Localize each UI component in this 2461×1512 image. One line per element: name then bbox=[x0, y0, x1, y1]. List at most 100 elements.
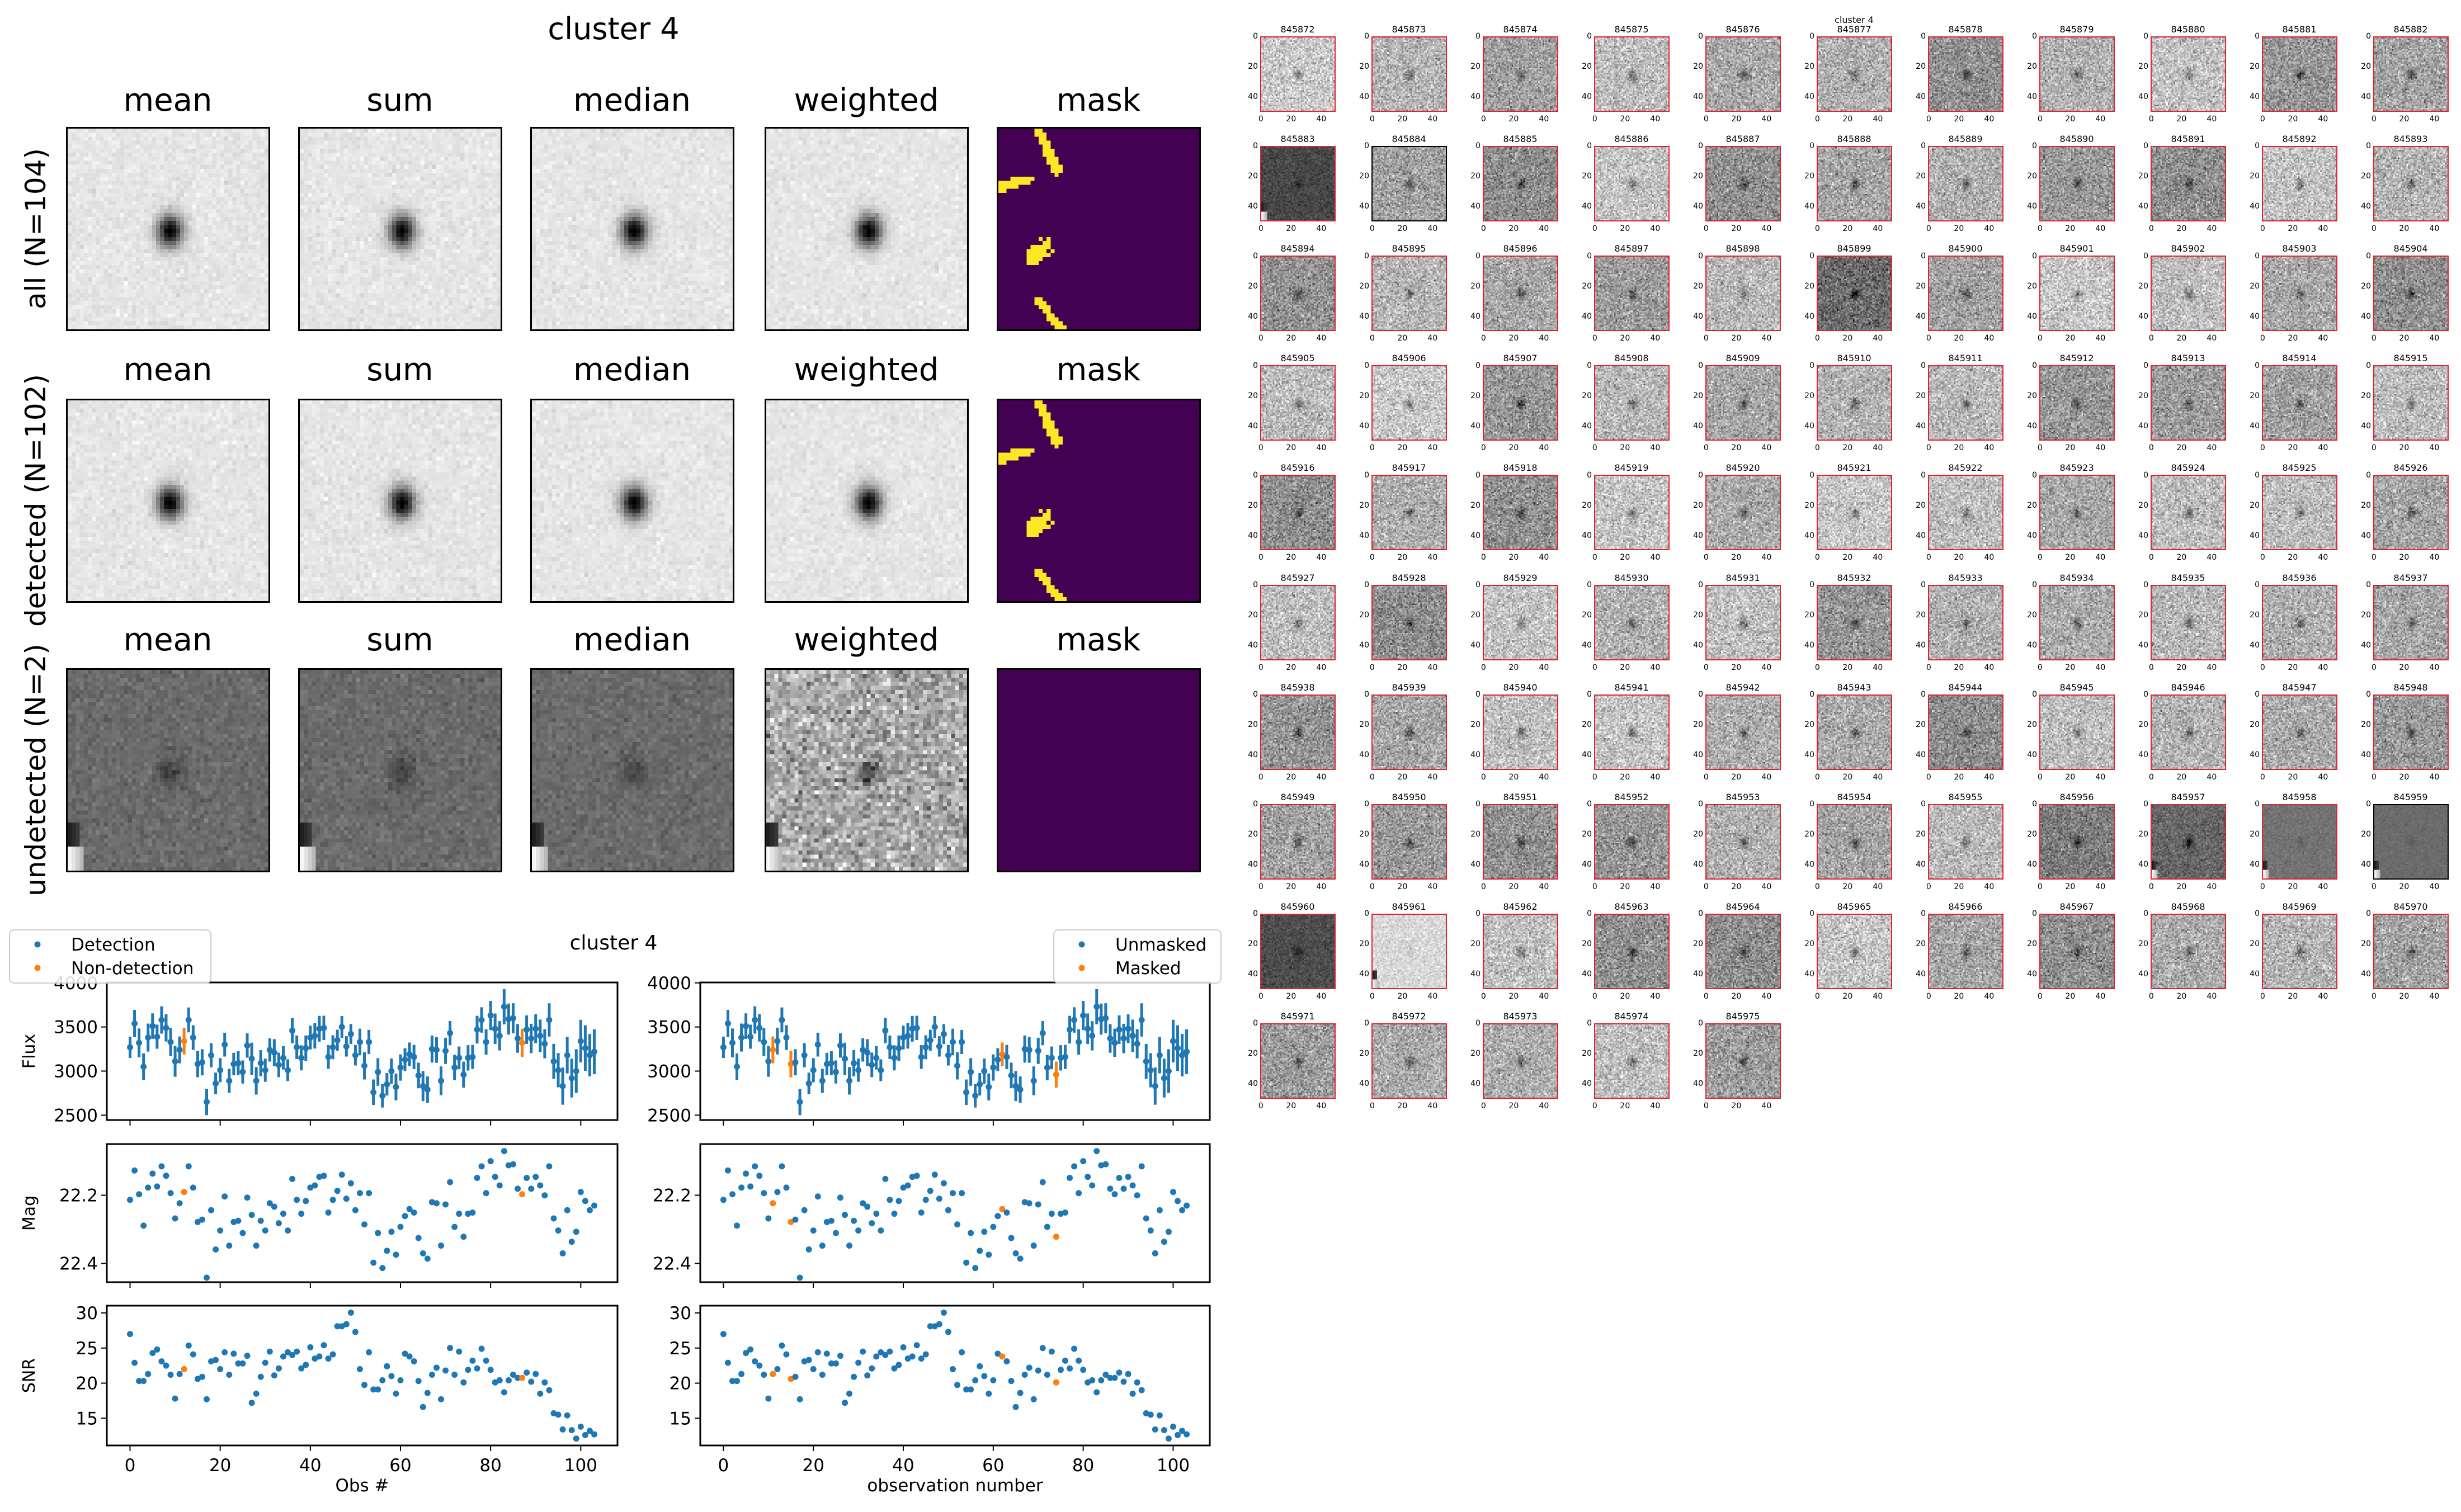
thumbnail-ytick-label: 20 bbox=[1359, 830, 1369, 839]
thumbnail-image bbox=[1705, 256, 1781, 332]
snr-point bbox=[823, 1350, 830, 1357]
thumbnail-id: 845926 bbox=[2393, 462, 2428, 474]
thumbnail-xtick-label: 0 bbox=[1369, 1101, 1375, 1111]
thumbnail-id: 845947 bbox=[2282, 682, 2317, 693]
snr-point bbox=[406, 1353, 413, 1360]
thumbnail-ytick-label: 20 bbox=[2250, 172, 2260, 181]
snr-point bbox=[253, 1390, 260, 1397]
snr-point bbox=[734, 1378, 741, 1385]
snr-point bbox=[765, 1395, 772, 1402]
thumbnail-ytick-label: 20 bbox=[1582, 939, 1592, 949]
thumbnail-ytick-label: 40 bbox=[1470, 750, 1481, 759]
thumbnail-ytick-label: 40 bbox=[2250, 311, 2260, 321]
flux-point bbox=[127, 1044, 133, 1051]
thumbnail-xtick-label: 20 bbox=[2288, 663, 2298, 672]
flux-point bbox=[1116, 1026, 1123, 1033]
snr-point bbox=[1008, 1378, 1015, 1385]
thumbnail-xtick-label: 0 bbox=[2260, 115, 2265, 124]
thumbnail-ytick-label: 40 bbox=[2250, 640, 2260, 650]
thumbnail-xtick-label: 40 bbox=[2318, 991, 2328, 1001]
snr-point bbox=[1098, 1377, 1105, 1384]
snr-point bbox=[334, 1323, 341, 1330]
flux-point-highlight bbox=[999, 1051, 1006, 1058]
thumbnail-xtick-label: 0 bbox=[1369, 115, 1375, 124]
thumbnail-xtick-label: 0 bbox=[1369, 224, 1375, 234]
thumbnail-ytick-label: 0 bbox=[1364, 141, 1369, 151]
thumbnail-xtick-label: 20 bbox=[1954, 334, 1964, 343]
snr-point bbox=[167, 1371, 174, 1378]
stamp-column-title: mask bbox=[1056, 622, 1141, 658]
thumbnail-xtick-label: 40 bbox=[1873, 991, 1883, 1001]
stacked-image bbox=[765, 399, 969, 603]
snr-point bbox=[805, 1357, 812, 1363]
thumbnail-image bbox=[2039, 256, 2115, 332]
thumbnail-id: 845945 bbox=[2059, 682, 2094, 693]
thumbnail-id: 845924 bbox=[2171, 462, 2205, 474]
mag-point bbox=[127, 1197, 133, 1203]
thumbnail-xtick-label: 0 bbox=[2260, 443, 2265, 453]
thumbnail-xtick-label: 40 bbox=[1761, 772, 1772, 782]
mag-axes-frame bbox=[106, 1143, 619, 1283]
thumbnail-xtick-label: 40 bbox=[1316, 334, 1327, 343]
thumbnail-ytick-label: 20 bbox=[1804, 500, 1814, 510]
thumbnail-xtick-label: 0 bbox=[1592, 991, 1597, 1001]
thumbnail-ytick-label: 0 bbox=[2255, 689, 2260, 699]
flux-point bbox=[729, 1040, 736, 1046]
thumbnail-xtick-label: 40 bbox=[1539, 882, 1549, 891]
flux-point bbox=[343, 1043, 350, 1050]
thumbnail-image bbox=[2151, 475, 2226, 551]
flux-point bbox=[887, 1044, 893, 1051]
snr-point bbox=[428, 1371, 435, 1378]
mag-point bbox=[573, 1228, 579, 1235]
mag-point bbox=[1147, 1227, 1154, 1234]
thumbnail-id: 845891 bbox=[2171, 134, 2205, 145]
mag-point bbox=[1138, 1163, 1145, 1170]
thumbnail-ytick-label: 20 bbox=[1248, 62, 1258, 72]
stacked-image bbox=[530, 399, 734, 603]
thumbnail-xtick-label: 40 bbox=[1539, 115, 1549, 124]
mag-point bbox=[832, 1230, 839, 1236]
snr-point bbox=[738, 1371, 745, 1377]
thumbnail-xtick-label: 40 bbox=[1984, 772, 1995, 782]
mag-point bbox=[257, 1217, 264, 1224]
mag-point bbox=[724, 1167, 731, 1174]
flux-point bbox=[582, 1045, 588, 1051]
snr-point bbox=[303, 1362, 309, 1368]
thumbnail-xtick-label: 40 bbox=[2429, 443, 2440, 453]
mag-point bbox=[860, 1200, 866, 1207]
thumbnail-ytick-label: 20 bbox=[2250, 830, 2260, 839]
thumbnail-ytick-label: 0 bbox=[2143, 141, 2148, 151]
thumbnail-xtick-label: 0 bbox=[2037, 224, 2043, 234]
snr-point bbox=[994, 1350, 1001, 1357]
thumbnail-image bbox=[1594, 256, 1670, 332]
thumbnail-xtick-label: 40 bbox=[1539, 1101, 1549, 1111]
mag-point bbox=[235, 1217, 242, 1224]
thumbnail-xtick-label: 0 bbox=[2371, 553, 2377, 563]
mag-point bbox=[158, 1163, 165, 1170]
thumbnail-xtick-label: 0 bbox=[2371, 882, 2377, 891]
stamp-column-title: weighted bbox=[794, 622, 939, 658]
thumbnail-ytick-label: 20 bbox=[1916, 172, 1926, 181]
thumbnail-xtick-label: 0 bbox=[2148, 991, 2154, 1001]
thumbnail-image bbox=[1594, 804, 1670, 880]
xtick-label: 100 bbox=[1157, 1456, 1190, 1476]
mag-point bbox=[1179, 1207, 1186, 1213]
flux-point bbox=[226, 1078, 233, 1084]
thumbnail-ytick-label: 20 bbox=[1582, 500, 1592, 510]
thumbnail-id: 845905 bbox=[1280, 353, 1315, 364]
flux-point bbox=[873, 1055, 880, 1061]
snr-point bbox=[1111, 1374, 1118, 1381]
mag-point bbox=[555, 1227, 562, 1234]
thumbnail-xtick-label: 0 bbox=[1703, 224, 1709, 234]
thumbnail-xtick-label: 20 bbox=[2065, 224, 2076, 234]
snr-point bbox=[1129, 1390, 1136, 1397]
flux-point bbox=[167, 1038, 174, 1045]
thumbnail-id: 845974 bbox=[1614, 1010, 1649, 1022]
thumbnail-xtick-label: 20 bbox=[1286, 553, 1296, 563]
thumbnail-image bbox=[2373, 475, 2449, 551]
flux-point bbox=[303, 1045, 309, 1051]
thumbnail-ytick-label: 40 bbox=[1470, 92, 1481, 102]
thumbnail-id: 845943 bbox=[1837, 682, 1871, 693]
thumbnail-ytick-label: 0 bbox=[1364, 909, 1369, 919]
snr-point bbox=[828, 1360, 835, 1367]
